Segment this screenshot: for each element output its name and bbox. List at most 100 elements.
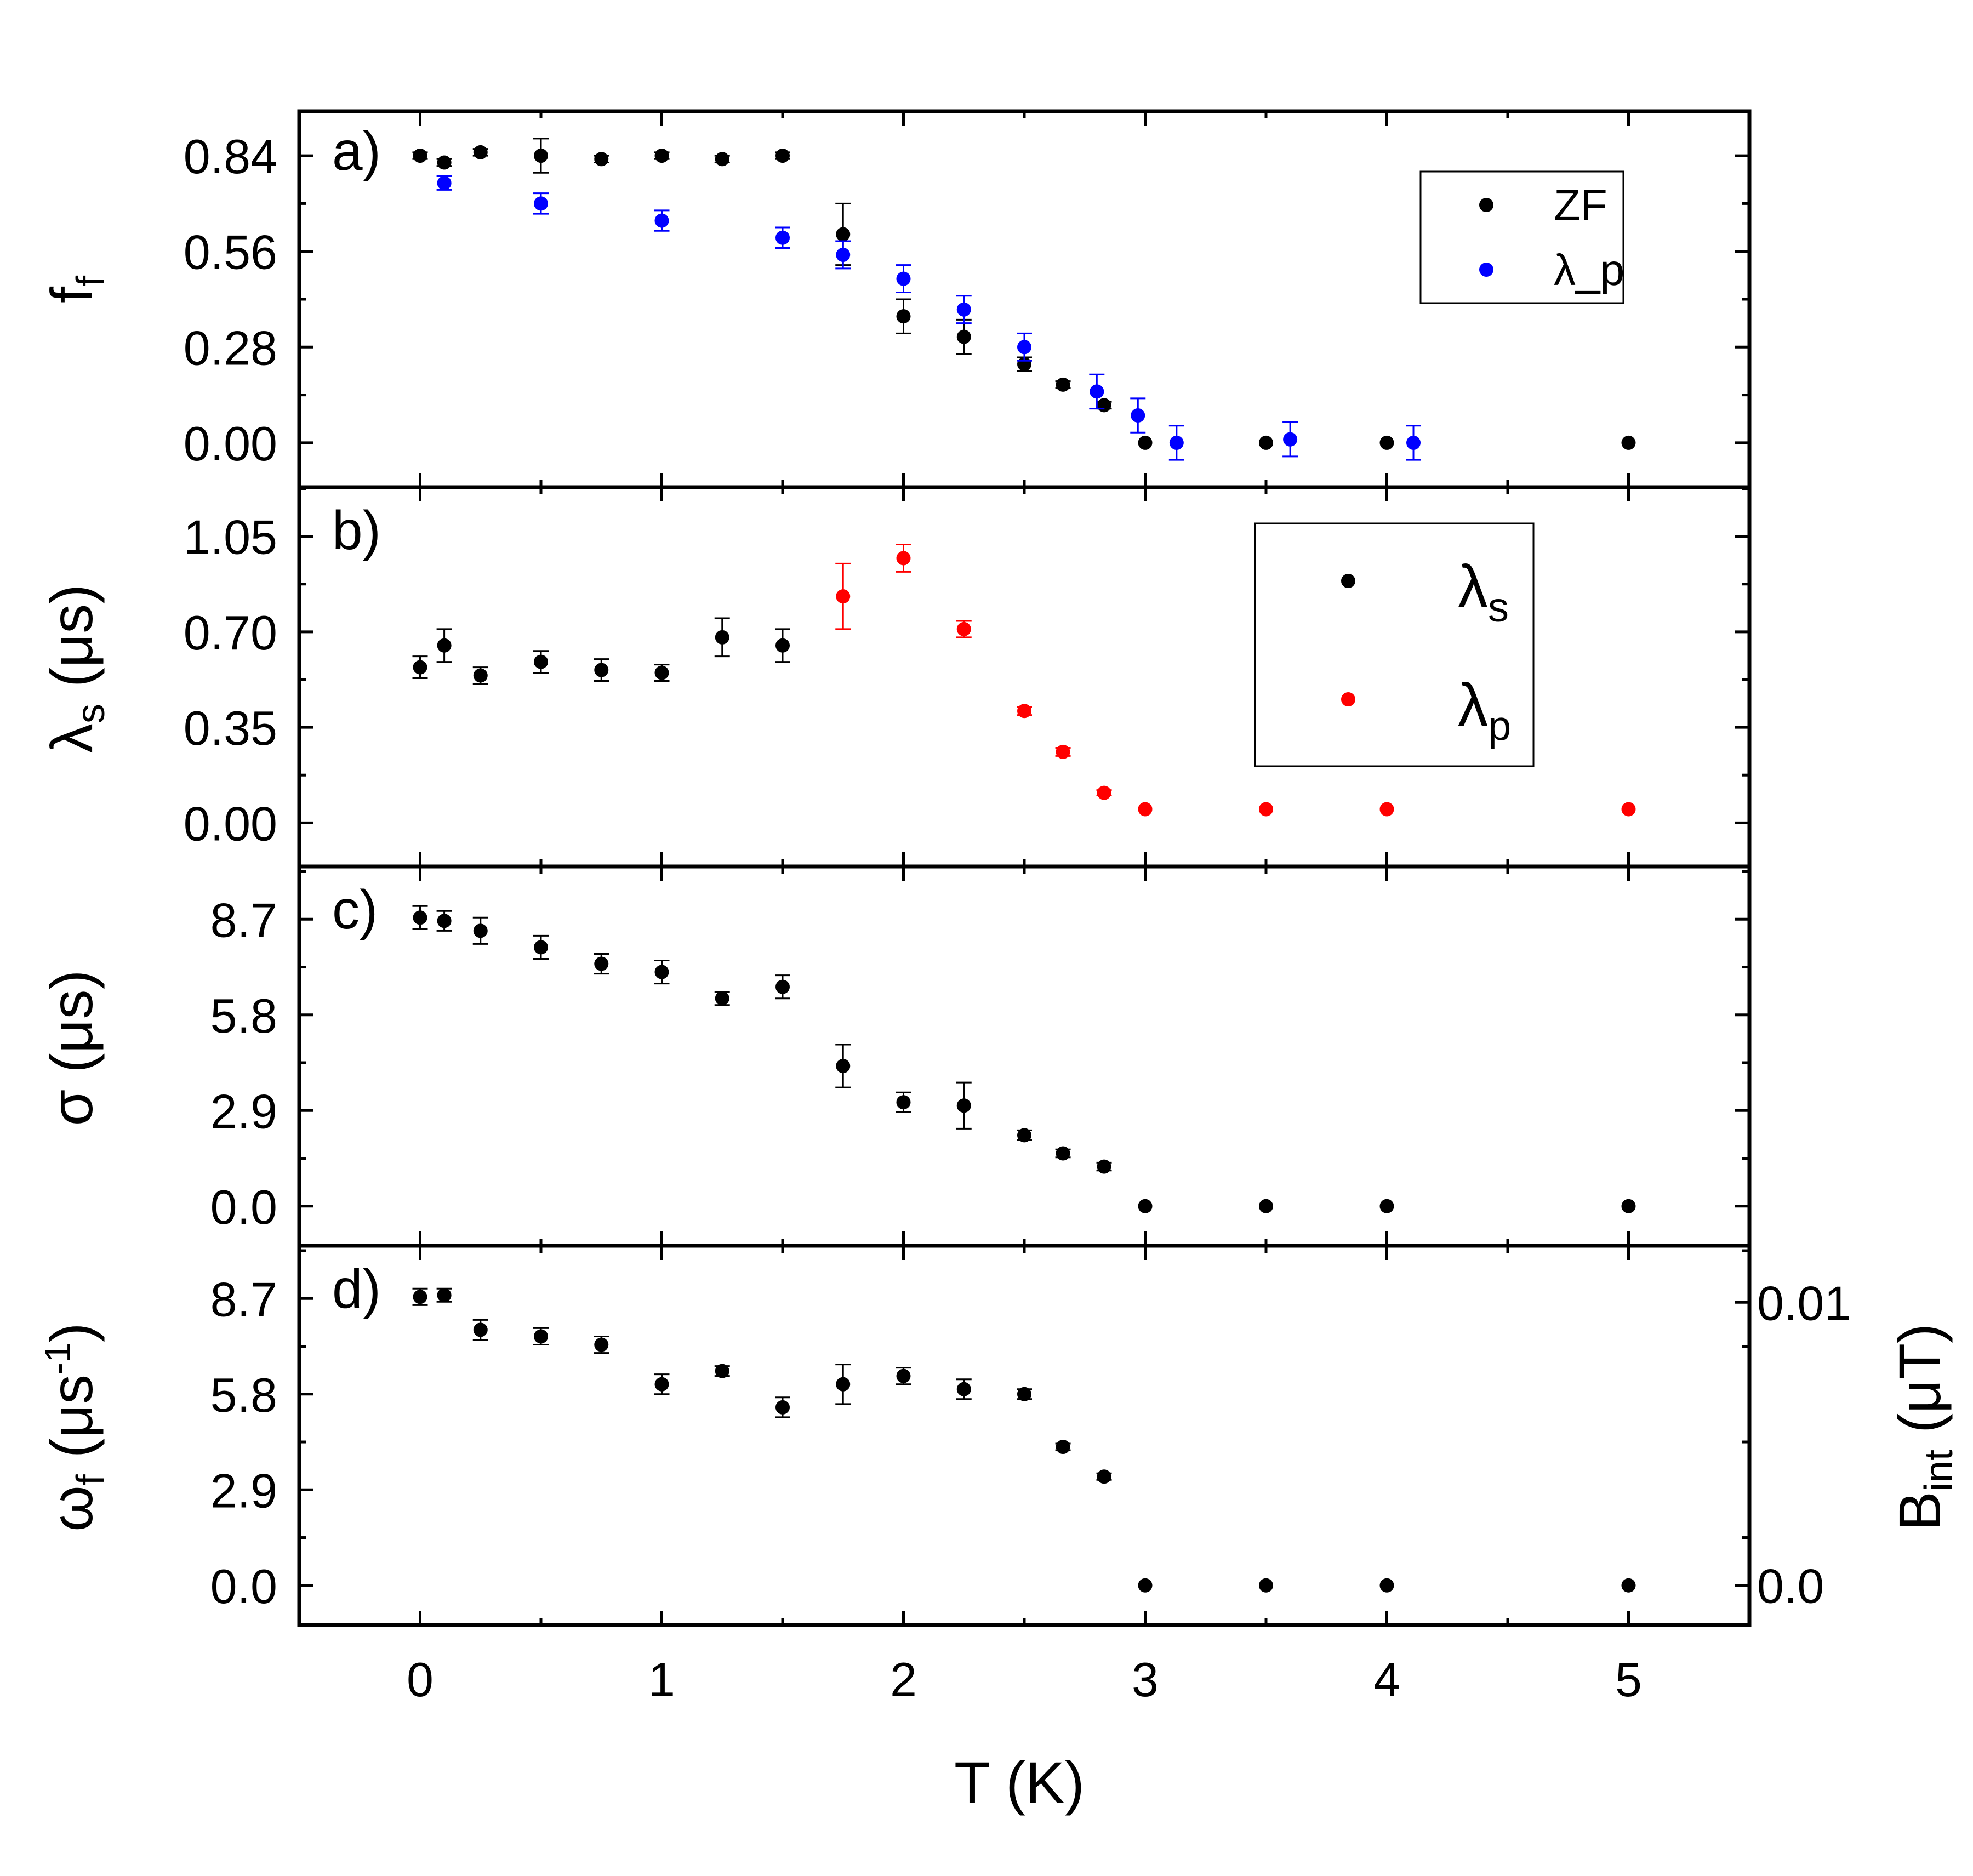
point-c-0-0 — [413, 910, 427, 925]
point-a-0-0 — [413, 149, 427, 163]
point-c-0-15 — [1259, 1199, 1273, 1213]
ylabel-d-sub: f — [69, 1474, 113, 1485]
legend-b-lp-sub: p — [1488, 703, 1511, 749]
point-d-0-17 — [1621, 1578, 1636, 1593]
point-a-0-4 — [594, 152, 609, 167]
ytick-label-a-3: 0.84 — [184, 129, 277, 184]
point-a-1-7 — [1017, 340, 1031, 355]
ylabel-c-main: σ (μs) — [38, 970, 105, 1126]
point-a-1-6 — [956, 302, 971, 317]
point-d-0-4 — [594, 1337, 609, 1352]
xtick-label-2: 2 — [890, 1652, 917, 1707]
point-c-0-7 — [775, 979, 790, 994]
point-a-0-14 — [1138, 435, 1153, 450]
point-a-1-11 — [1283, 432, 1298, 447]
ylabel-d-main: ω — [38, 1485, 105, 1531]
ytick-label-a-0: 0.00 — [184, 417, 277, 471]
ytick-label-d-0: 0.0 — [210, 1559, 277, 1613]
point-b-1-5 — [1097, 785, 1111, 800]
ytick-label-c-0: 0.0 — [210, 1180, 277, 1234]
point-a-1-4 — [836, 247, 851, 262]
legend-b-lp-main: λ — [1458, 671, 1488, 739]
y2tick-label-d-0: 0.0 — [1757, 1559, 1824, 1613]
point-a-1-2 — [654, 213, 669, 228]
point-a-0-2 — [473, 145, 488, 159]
point-b-0-0 — [413, 660, 427, 675]
y2label-d: Bint (μT) — [1886, 1324, 1961, 1531]
point-c-0-10 — [956, 1098, 971, 1113]
point-a-0-7 — [775, 149, 790, 163]
point-d-0-9 — [896, 1368, 911, 1383]
point-b-1-6 — [1138, 802, 1153, 817]
point-d-0-3 — [534, 1329, 548, 1344]
point-d-0-8 — [836, 1377, 851, 1392]
panel-d-label: d) — [332, 1258, 381, 1320]
ylabel-b: λs (μs) — [38, 584, 113, 753]
point-d-0-5 — [654, 1377, 669, 1392]
y2tick-label-d-1: 0.01 — [1757, 1276, 1851, 1330]
legend-b-box — [1254, 522, 1535, 767]
legend-a-zf-label: ZF — [1554, 181, 1607, 230]
point-a-1-5 — [896, 271, 911, 286]
ytick-label-c-1: 2.9 — [210, 1084, 277, 1138]
point-c-0-11 — [1017, 1128, 1031, 1143]
ylabel-b-sub: s — [69, 704, 113, 723]
point-c-0-5 — [654, 965, 669, 979]
point-a-0-1 — [437, 155, 452, 170]
point-a-1-10 — [1169, 435, 1184, 450]
point-a-0-6 — [715, 152, 729, 167]
legend-b-ls-sub: s — [1488, 584, 1509, 631]
point-a-0-9 — [896, 309, 911, 324]
ytick-label-c-2: 5.8 — [210, 989, 277, 1043]
ytick-label-a-1: 0.28 — [184, 321, 277, 375]
point-a-1-9 — [1131, 408, 1145, 423]
legend-b-lp-marker — [1341, 692, 1355, 706]
legend-a-box — [1419, 170, 1624, 304]
ytick-label-a-2: 0.56 — [184, 225, 277, 280]
panel-c-label: c) — [332, 879, 378, 940]
point-d-0-13 — [1097, 1469, 1111, 1484]
point-b-0-4 — [594, 663, 609, 677]
ylabel-a-main: f — [38, 286, 105, 303]
point-b-1-0 — [836, 589, 851, 604]
point-b-1-2 — [956, 621, 971, 636]
ylabel-c: σ (μs) — [38, 970, 105, 1126]
point-b-1-4 — [1056, 744, 1070, 759]
ytick-label-b-3: 1.05 — [184, 510, 277, 564]
point-b-0-7 — [775, 638, 790, 653]
panel-b-label: b) — [332, 500, 381, 561]
point-b-0-1 — [437, 638, 452, 653]
ylabel-d-close: ) — [38, 1322, 105, 1342]
point-a-0-12 — [1056, 377, 1070, 392]
ylabel-a: ff — [38, 275, 113, 303]
point-c-0-16 — [1379, 1199, 1394, 1213]
legend-a: ZF λ_p — [1419, 170, 1624, 304]
point-d-0-16 — [1379, 1578, 1394, 1593]
ylabel-b-main: λ — [38, 723, 105, 753]
ylabel-b-rest: (μs) — [38, 584, 105, 704]
ylabel-a-sub: f — [69, 275, 113, 287]
ytick-label-c-3: 8.7 — [210, 893, 277, 947]
point-d-0-12 — [1056, 1440, 1070, 1455]
ylabel-d-sup: -1 — [37, 1342, 78, 1375]
y2label-d-rest: (μT) — [1886, 1324, 1953, 1450]
ytick-label-d-2: 5.8 — [210, 1368, 277, 1422]
point-d-0-10 — [956, 1382, 971, 1396]
point-a-0-10 — [956, 329, 971, 344]
legend-a-tf-marker — [1479, 263, 1493, 277]
point-a-1-12 — [1406, 435, 1421, 450]
point-c-0-9 — [896, 1095, 911, 1110]
point-a-1-8 — [1090, 384, 1104, 399]
point-d-0-15 — [1259, 1578, 1273, 1593]
xtick-label-1: 1 — [648, 1652, 675, 1707]
point-b-0-2 — [473, 668, 488, 683]
point-a-0-17 — [1621, 435, 1636, 450]
point-b-1-7 — [1259, 802, 1273, 817]
point-b-1-3 — [1017, 704, 1031, 719]
point-c-0-13 — [1097, 1159, 1111, 1174]
point-b-0-6 — [715, 630, 729, 645]
ytick-label-b-1: 0.35 — [184, 701, 277, 755]
point-a-0-15 — [1259, 435, 1273, 450]
ytick-label-d-1: 2.9 — [210, 1463, 277, 1518]
